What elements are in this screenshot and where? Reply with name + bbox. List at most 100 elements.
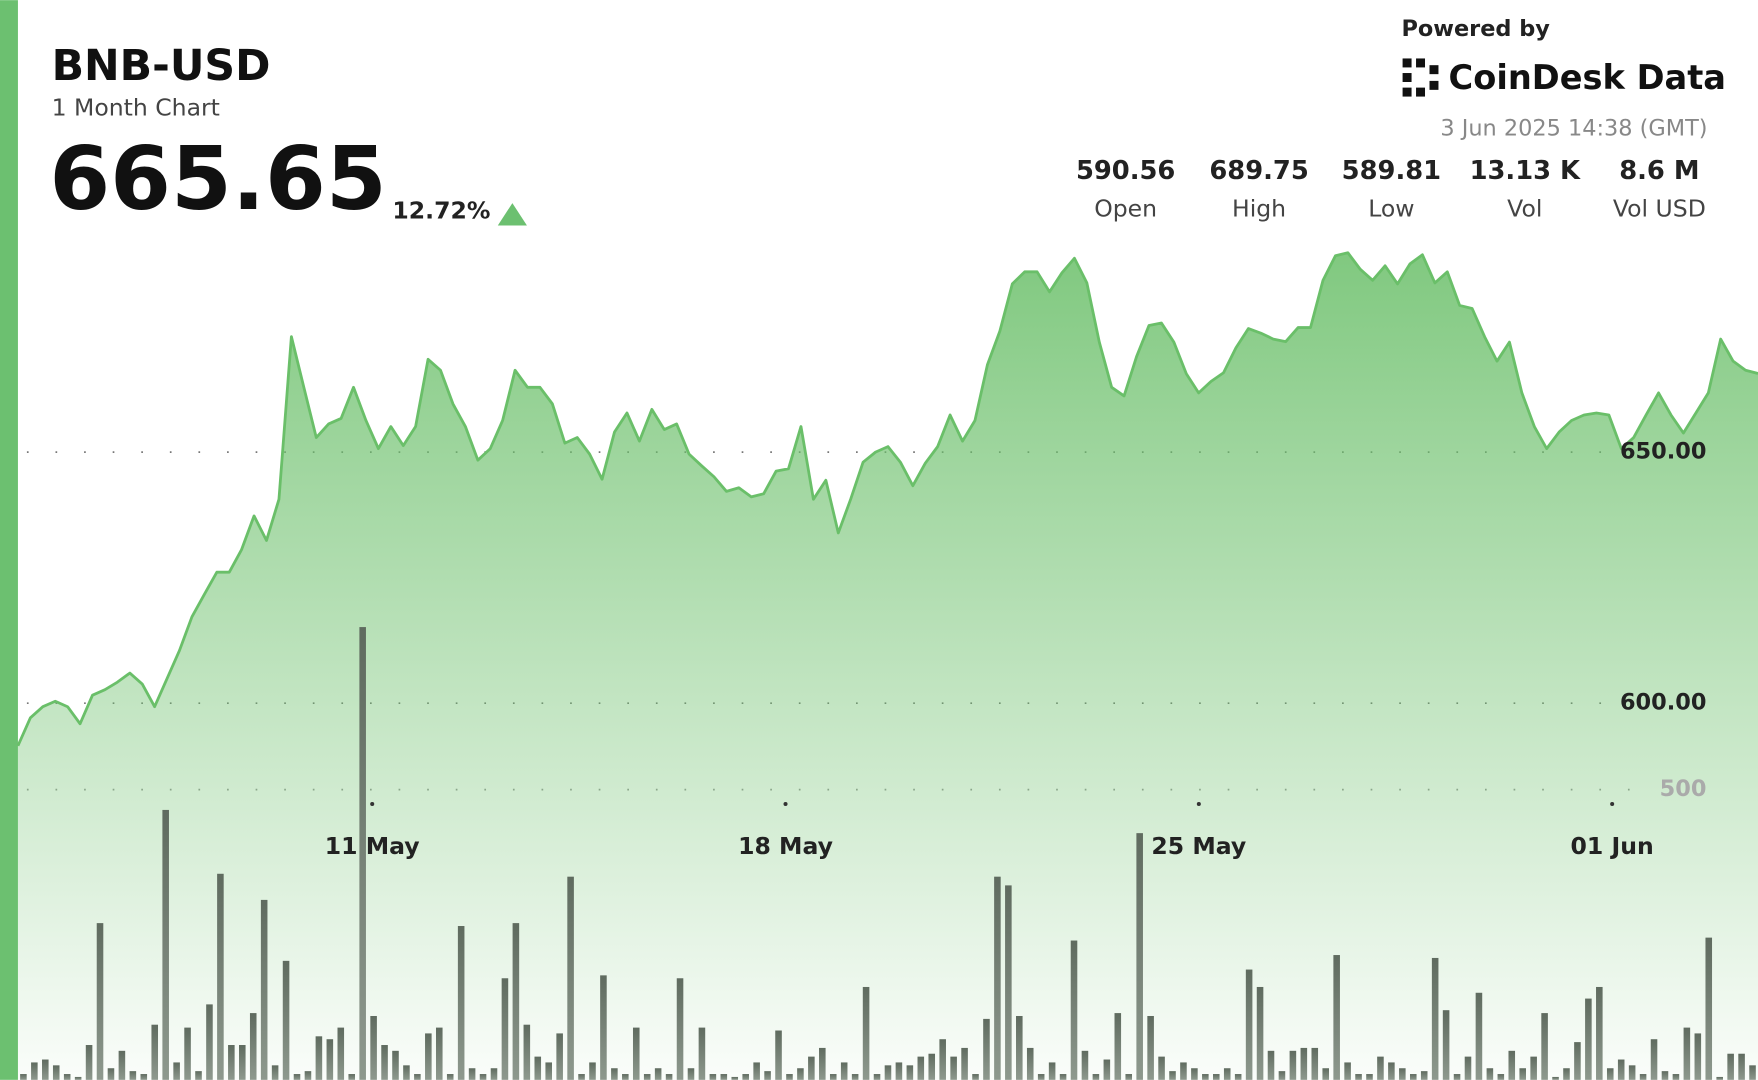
volume-bar (1442, 1010, 1450, 1080)
volume-bar (151, 1024, 159, 1080)
y-tick-label: 650.00 (1620, 439, 1706, 465)
volume-bar (1202, 1074, 1209, 1080)
volume-bar (851, 1074, 859, 1080)
volume-bar (271, 1065, 279, 1080)
volume-bar (1169, 1071, 1176, 1080)
x-tick-mark (370, 802, 375, 807)
subtitle: 1 Month Chart (52, 93, 220, 121)
volume-bar (129, 1071, 137, 1080)
stat-value: 13.13 K (1470, 156, 1581, 186)
volume-bar (808, 1056, 815, 1080)
volume-bar (567, 876, 574, 1080)
volume-bar (895, 1062, 903, 1080)
volume-bar (293, 1074, 301, 1080)
x-tick-label: 11 May (325, 832, 420, 860)
volume-bar (1070, 940, 1078, 1080)
volume-bar (917, 1056, 925, 1080)
volume-bar (425, 1033, 432, 1080)
volume-bar (829, 1074, 837, 1080)
volume-bar (414, 1074, 421, 1080)
volume-bar (1322, 1068, 1330, 1080)
volume-bar (1628, 1065, 1636, 1080)
volume-bar (1409, 1074, 1417, 1080)
stat-value: 589.81 (1342, 156, 1441, 186)
volume-bar (819, 1047, 826, 1080)
volume-bar (228, 1045, 235, 1080)
volume-bar (1672, 1074, 1680, 1080)
volume-bar (337, 1027, 345, 1080)
volume-bar (326, 1039, 334, 1080)
volume-bar (840, 1062, 848, 1080)
volume-bar (753, 1062, 760, 1080)
volume-bar (42, 1059, 49, 1080)
volume-bar (52, 1065, 60, 1080)
volume-bar (764, 1071, 771, 1080)
volume-bar (1574, 1042, 1581, 1080)
volume-bar (74, 1076, 82, 1080)
volume-bar (173, 1062, 180, 1080)
volume-bar (1092, 1074, 1100, 1080)
x-tick-mark (1196, 802, 1201, 807)
volume-bar (1585, 998, 1592, 1080)
volume-bar (665, 1074, 673, 1080)
volume-bar (1256, 986, 1264, 1080)
volume-bar (1147, 1015, 1154, 1080)
stat-label: Vol USD (1613, 194, 1706, 222)
volume-bar (1377, 1056, 1384, 1080)
volume-bar (490, 1068, 498, 1080)
volume-bar (162, 809, 169, 1080)
volume-bar (501, 978, 509, 1080)
volume-bar (928, 1053, 936, 1080)
x-tick-label: 18 May (738, 832, 833, 860)
volume-bar (643, 1074, 651, 1080)
volume-bar (184, 1027, 191, 1080)
volume-bar (797, 1068, 804, 1080)
volume-tick-label: 500 (1660, 776, 1707, 802)
volume-bar (1399, 1068, 1406, 1080)
volume-bar (578, 1074, 585, 1080)
volume-bar (1333, 955, 1340, 1080)
volume-bar (1464, 1056, 1472, 1080)
volume-bar (446, 1074, 454, 1080)
volume-bar (392, 1050, 399, 1080)
volume-bar (1191, 1068, 1198, 1080)
volume-bar (1617, 1059, 1625, 1080)
volume-bar (217, 873, 224, 1080)
volume-bar (1048, 1062, 1056, 1080)
volume-bar (1431, 957, 1439, 1080)
volume-bar (983, 1018, 990, 1080)
volume-bar (731, 1076, 739, 1080)
stat-value: 590.56 (1076, 156, 1175, 186)
volume-bar (370, 1015, 377, 1080)
volume-bar (249, 1013, 257, 1080)
volume-bar (118, 1050, 126, 1080)
stats: 590.56 Open 689.75 High 589.81 Low 13.13 K Vol 8… (1076, 156, 1706, 222)
change: 12.72% (392, 197, 490, 225)
volume-bar (1650, 1039, 1658, 1080)
y-tick-label: 600.00 (1620, 690, 1706, 716)
volume-bar (1563, 1068, 1570, 1080)
volume-bar (589, 1062, 596, 1080)
volume-bar (1639, 1074, 1647, 1080)
volume-bar (206, 1004, 213, 1080)
volume-bar (1530, 1056, 1537, 1080)
volume-bar (435, 1027, 443, 1080)
volume-bar (1114, 1013, 1122, 1080)
volume-bar (1683, 1027, 1691, 1080)
volume-bar (1453, 1074, 1461, 1080)
volume-bar (1223, 1068, 1231, 1080)
volume-bar (1005, 885, 1012, 1080)
volume-bar (654, 1068, 662, 1080)
volume-bar (468, 1068, 476, 1080)
volume-bar (884, 1065, 892, 1080)
volume-bar (304, 1071, 312, 1080)
volume-bar (85, 1045, 93, 1080)
volume-bar (1081, 1050, 1089, 1080)
volume-bar (1508, 1050, 1516, 1080)
volume-bar (1366, 1074, 1373, 1080)
price-line (16, 251, 1758, 747)
volume-bar (239, 1045, 246, 1080)
volume-bar (1311, 1047, 1319, 1080)
volume-bar (720, 1074, 728, 1080)
